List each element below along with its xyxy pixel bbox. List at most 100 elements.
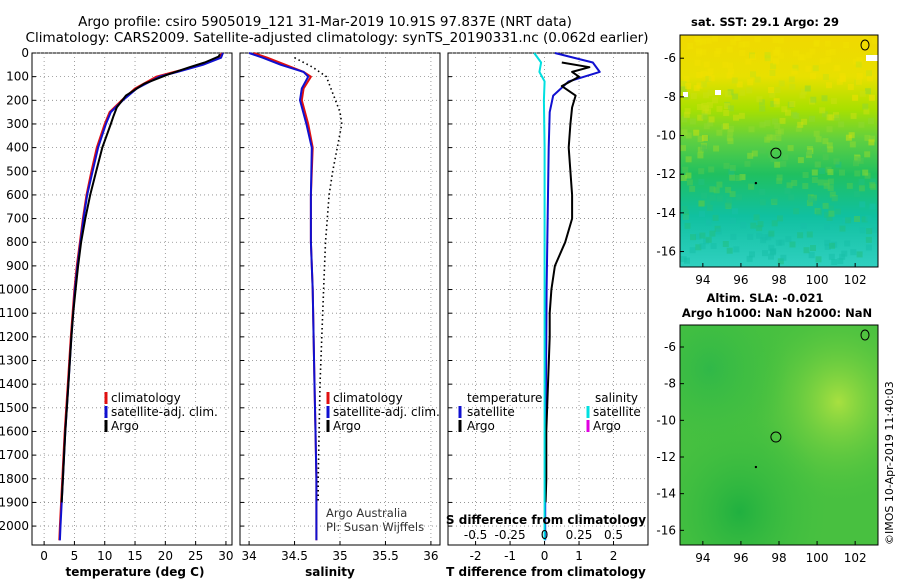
sst-pixel <box>697 152 704 159</box>
sst-pixel <box>762 250 768 257</box>
sst-pixel <box>694 36 701 43</box>
sst-pixel <box>773 101 780 108</box>
sst-pixel <box>781 106 788 113</box>
sst-pixel <box>699 243 706 250</box>
sst-pixel <box>695 244 702 251</box>
sst-pixel <box>834 64 841 71</box>
sst-pixel <box>819 168 825 174</box>
sla-map-title2: Argo h1000: NaN h2000: NaN <box>682 306 872 320</box>
sst-pixel <box>712 97 719 104</box>
sst-pixel <box>808 196 815 203</box>
sst-pixel <box>701 192 708 199</box>
sst-pixel <box>773 58 779 65</box>
sst-pixel <box>758 99 765 106</box>
legend-temperature-title: temperature <box>467 391 542 405</box>
sst-pixel <box>738 112 745 119</box>
sst-pixel <box>707 89 714 96</box>
sst-pixel <box>726 247 733 254</box>
sst-pixel <box>690 234 696 241</box>
sst-pixel <box>697 114 704 121</box>
sst-pixel <box>750 222 757 229</box>
sst-pixel <box>715 48 722 54</box>
sst-pixel <box>750 71 756 78</box>
sst-pixel <box>703 123 710 130</box>
map-ytick-label: -16 <box>656 245 676 259</box>
sst-pixel <box>689 185 696 192</box>
sst-pixel <box>706 204 713 211</box>
ytick-label: 1800 <box>0 472 29 486</box>
sst-pixel <box>777 258 784 265</box>
sst-pixel <box>800 222 807 229</box>
sst-pixel <box>749 251 755 258</box>
sst-pixel <box>841 250 848 257</box>
sst-pixel <box>681 116 688 123</box>
sst-pixel <box>869 135 876 142</box>
ytick-label: 1400 <box>0 377 29 391</box>
sla-map-panel: Altim. SLA: -0.021 Argo h1000: NaN h2000… <box>656 291 879 565</box>
sst-pixel <box>708 166 715 173</box>
sst-pixel <box>723 162 730 169</box>
sst-pixel <box>734 35 741 41</box>
sst-map-title: sat. SST: 29.1 Argo: 29 <box>691 15 839 29</box>
legend-climatology-label: climatology <box>111 391 181 405</box>
sst-pixel <box>839 253 846 260</box>
sst-pixel <box>786 182 793 189</box>
map-ytick-label: -14 <box>656 487 676 501</box>
difference-xlabel: T difference from climatology <box>446 565 646 579</box>
map-xtick-label: 94 <box>695 273 710 287</box>
sst-pixel <box>709 230 716 237</box>
sst-pixel <box>862 35 869 42</box>
sst-pixel <box>772 197 779 204</box>
sst-pixel <box>702 92 709 99</box>
sst-pixel <box>736 81 743 88</box>
ytick-label: 1100 <box>0 306 29 320</box>
sst-pixel <box>739 49 746 56</box>
sst-pixel <box>862 169 869 176</box>
sst-pixel <box>795 125 802 132</box>
sst-pixel <box>773 98 780 105</box>
sst-pixel <box>757 221 764 228</box>
sst-pixel <box>828 253 835 260</box>
sst-pixel <box>683 214 690 221</box>
sst-pixel <box>791 68 798 75</box>
sst-pixel <box>824 223 830 230</box>
sst-pixel <box>756 232 763 239</box>
sst-pixel <box>706 102 713 109</box>
sst-pixel <box>848 132 855 139</box>
sst-pixel <box>731 77 738 84</box>
sst-pixel <box>819 107 826 114</box>
sst-pixel <box>864 172 871 179</box>
sst-pixel <box>830 98 837 105</box>
sst-pixel <box>827 178 834 185</box>
sst-map-panel: sat. SST: 29.1 Argo: 29 94 96 98 100 102 -6 -8… <box>656 15 879 287</box>
sst-pixel <box>865 215 872 222</box>
sst-pixel <box>847 84 854 90</box>
sst-pixel <box>768 244 775 251</box>
salinity-panel: 34 34.5 35 35.5 36 salinity climatology sate… <box>239 52 441 579</box>
sst-pixel <box>712 35 719 42</box>
sst-pixel <box>850 112 857 119</box>
sst-pixel <box>726 72 733 79</box>
map-xtick-label: 102 <box>844 273 867 287</box>
sst-pixel <box>729 191 736 198</box>
sst-pixel <box>857 157 864 164</box>
sst-pixel <box>680 81 687 87</box>
sst-pixel <box>774 122 781 129</box>
sst-pixel <box>680 256 687 263</box>
map-ytick-label: -8 <box>664 90 676 104</box>
sst-pixel <box>754 36 761 43</box>
argo-track-point <box>754 181 758 185</box>
sst-pixel <box>715 228 722 235</box>
sst-pixel <box>684 108 691 115</box>
header-line1: Argo profile: csiro 5905019_121 31-Mar-2… <box>78 14 572 30</box>
sst-missing-pixel <box>683 92 688 97</box>
sst-pixel <box>833 158 840 165</box>
sst-pixel <box>867 75 874 82</box>
sst-pixel <box>770 63 777 70</box>
sst-pixel <box>856 72 863 79</box>
sst-pixel <box>823 179 830 186</box>
xtick-label: 34.5 <box>281 549 308 563</box>
xtick-label: 34 <box>241 549 256 563</box>
sst-pixel <box>774 87 781 93</box>
sst-pixel <box>768 253 774 260</box>
